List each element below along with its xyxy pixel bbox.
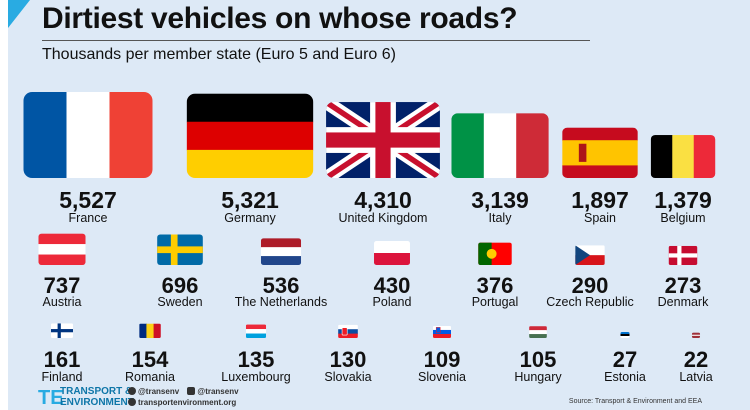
- flag-mark-romania: [139, 323, 161, 338]
- source-note: Source: Transport & Environment and EEA: [568, 398, 702, 405]
- flag-mark-the-netherlands: [260, 238, 302, 266]
- category-label-portugal: Portugal: [472, 295, 519, 309]
- category-label-latvia: Latvia: [679, 370, 712, 384]
- title-divider: [42, 40, 590, 41]
- flag-mark-denmark: [668, 245, 698, 265]
- flag-mark-slovakia: [338, 324, 358, 338]
- category-label-sweden: Sweden: [157, 295, 202, 309]
- value-label-denmark: 273: [665, 273, 702, 298]
- category-label-finland: Finland: [42, 370, 83, 384]
- value-label-romania: 154: [132, 347, 169, 372]
- category-label-estonia: Estonia: [604, 370, 646, 384]
- flag-mark-france: [23, 92, 153, 178]
- value-label-czech-republic: 290: [572, 273, 609, 298]
- flag-mark-poland: [374, 241, 410, 265]
- twitter-handle: @transenv: [138, 387, 180, 396]
- website-url: transportenvironment.org: [138, 398, 237, 407]
- flag-mark-italy: [451, 113, 549, 178]
- website-link[interactable]: transportenvironment.org: [128, 398, 236, 407]
- category-label-poland: Poland: [373, 295, 412, 309]
- value-label-portugal: 376: [477, 273, 514, 298]
- category-label-united-kingdom: United Kingdom: [339, 211, 428, 225]
- category-label-denmark: Denmark: [658, 295, 709, 309]
- value-label-united-kingdom: 4,310: [354, 187, 412, 213]
- category-label-hungary: Hungary: [514, 370, 562, 384]
- facebook-link[interactable]: @transenv: [187, 387, 239, 396]
- facebook-icon: [187, 387, 196, 395]
- category-label-luxembourg: Luxembourg: [221, 370, 291, 384]
- category-label-france: France: [69, 211, 108, 225]
- flag-mark-finland: [50, 323, 74, 338]
- value-label-poland: 430: [374, 273, 411, 298]
- category-label-slovakia: Slovakia: [324, 370, 371, 384]
- flag-mark-united-kingdom: [326, 102, 440, 178]
- flag-mark-belgium: [650, 135, 716, 178]
- category-label-spain: Spain: [584, 211, 616, 225]
- globe-icon: [128, 398, 136, 406]
- value-label-estonia: 27: [613, 347, 637, 372]
- twitter-link[interactable]: @transenv: [128, 387, 179, 396]
- flag-mark-germany: [186, 93, 314, 178]
- flag-mark-austria: [38, 233, 86, 266]
- flag-mark-slovenia: [432, 325, 452, 339]
- value-label-finland: 161: [44, 347, 81, 372]
- flag-mark-czech-republic: [575, 245, 605, 265]
- category-label-italy: Italy: [489, 211, 513, 225]
- category-label-belgium: Belgium: [660, 211, 705, 225]
- value-label-slovenia: 109: [424, 347, 461, 372]
- flag-mark-portugal: [478, 242, 512, 265]
- infographic-panel: Dirtiest vehicles on whose roads? Thousa…: [8, 0, 750, 410]
- flag-mark-spain: [562, 127, 638, 178]
- logo-mark: TE: [38, 387, 64, 409]
- category-label-the-netherlands: The Netherlands: [235, 295, 327, 309]
- social-links: @transenv @transenv transportenvironment…: [128, 386, 245, 408]
- chart-subtitle: Thousands per member state (Euro 5 and E…: [42, 46, 396, 63]
- flag-mark-luxembourg: [245, 324, 267, 338]
- category-label-slovenia: Slovenia: [418, 370, 466, 384]
- category-label-germany: Germany: [224, 211, 276, 225]
- flag-mark-sweden: [157, 234, 203, 265]
- value-label-germany: 5,321: [221, 187, 279, 213]
- flag-mark-latvia: [691, 332, 701, 339]
- flag-mark-hungary: [529, 326, 547, 339]
- value-label-austria: 737: [44, 273, 81, 298]
- value-label-france: 5,527: [59, 187, 117, 213]
- logo-text: TRANSPORT & ENVIRONMENT: [60, 386, 134, 408]
- category-label-czech-republic: Czech Republic: [546, 295, 634, 309]
- logo-line-2: ENVIRONMENT: [60, 397, 134, 408]
- facebook-handle: @transenv: [197, 387, 239, 396]
- value-label-hungary: 105: [520, 347, 557, 372]
- value-label-luxembourg: 135: [238, 347, 275, 372]
- value-label-sweden: 696: [162, 273, 199, 298]
- value-label-latvia: 22: [684, 347, 708, 372]
- value-label-the-netherlands: 536: [263, 273, 300, 298]
- flag-mark-estonia: [620, 331, 630, 339]
- corner-accent: [8, 0, 30, 28]
- value-label-belgium: 1,379: [654, 187, 712, 213]
- value-label-italy: 3,139: [471, 187, 529, 213]
- category-label-austria: Austria: [43, 295, 82, 309]
- value-label-spain: 1,897: [571, 187, 629, 213]
- value-label-slovakia: 130: [330, 347, 367, 372]
- category-label-romania: Romania: [125, 370, 175, 384]
- logo-line-1: TRANSPORT &: [60, 386, 133, 397]
- chart-title: Dirtiest vehicles on whose roads?: [42, 2, 518, 35]
- twitter-icon: [128, 387, 136, 395]
